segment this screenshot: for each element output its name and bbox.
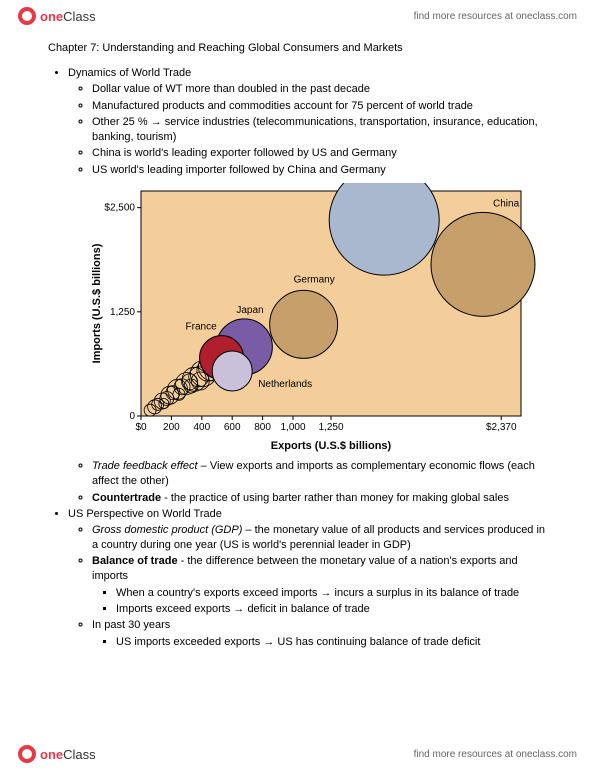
list-item: Dollar value of WT more than doubled in … <box>92 82 547 97</box>
logo-text: oneClass <box>40 747 96 762</box>
logo-icon <box>18 7 36 25</box>
logo: oneClass <box>18 7 96 25</box>
footer-tagline: find more resources at oneclass.com <box>414 749 577 760</box>
outline-continued: Trade feedback effect – View exports and… <box>48 459 547 649</box>
list-item: Trade feedback effect – View exports and… <box>92 459 547 489</box>
svg-text:600: 600 <box>224 422 241 433</box>
header-tagline: find more resources at oneclass.com <box>414 11 577 22</box>
page-footer: oneClass find more resources at oneclass… <box>0 738 595 770</box>
list-item: US Perspective on World Trade Gross dome… <box>68 507 547 650</box>
page-header: oneClass find more resources at oneclass… <box>0 0 595 32</box>
logo-text: oneClass <box>40 9 96 24</box>
svg-text:1,250: 1,250 <box>110 307 135 318</box>
list-item: US imports exceeded exports → US has con… <box>116 635 547 650</box>
list-item: Imports exceed exports → deficit in bala… <box>116 602 547 617</box>
list-item: Manufactured products and commodities ac… <box>92 99 547 114</box>
svg-text:Netherlands: Netherlands <box>258 379 312 390</box>
svg-text:China: China <box>493 199 520 210</box>
logo-icon <box>18 745 36 763</box>
logo: oneClass <box>18 745 96 763</box>
svg-text:Germany: Germany <box>294 275 335 286</box>
svg-text:Exports (U.S.$ billions): Exports (U.S.$ billions) <box>271 440 392 452</box>
svg-text:1,000: 1,000 <box>280 422 305 433</box>
list-item: Dynamics of World Trade Dollar value of … <box>68 66 547 177</box>
svg-text:1,250: 1,250 <box>318 422 343 433</box>
list-item: In past 30 years US imports exceeded exp… <box>92 618 547 649</box>
chapter-title: Chapter 7: Understanding and Reaching Gl… <box>48 42 547 54</box>
list-item: Countertrade - the practice of using bar… <box>92 491 547 506</box>
list-item: China is world's leading exporter follow… <box>92 146 547 161</box>
list-item: US world's leading importer followed by … <box>92 163 547 178</box>
svg-text:Imports (U.S.$ billions): Imports (U.S.$ billions) <box>91 244 103 364</box>
list-item: Other 25 % → service industries (telecom… <box>92 115 547 145</box>
outline-root: Dynamics of World Trade Dollar value of … <box>48 66 547 177</box>
list-item: Balance of trade - the difference betwee… <box>92 554 547 616</box>
svg-text:$2,370: $2,370 <box>486 422 517 433</box>
svg-text:$0: $0 <box>135 422 147 433</box>
list-item: Gross domestic product (GDP) – the monet… <box>92 523 547 553</box>
bubble-chart: $0 200 400 600 800 1,000 1,250 $2,370 0 1,250 $2,5… <box>86 183 547 453</box>
svg-text:200: 200 <box>163 422 180 433</box>
svg-text:400: 400 <box>193 422 210 433</box>
document-body: Chapter 7: Understanding and Reaching Gl… <box>0 32 595 691</box>
svg-text:800: 800 <box>254 422 271 433</box>
svg-text:France: France <box>186 322 218 333</box>
svg-text:0: 0 <box>129 411 135 422</box>
svg-text:Japan: Japan <box>236 305 263 316</box>
list-item: When a country's exports exceed imports … <box>116 586 547 601</box>
svg-text:$2,500: $2,500 <box>104 203 135 214</box>
